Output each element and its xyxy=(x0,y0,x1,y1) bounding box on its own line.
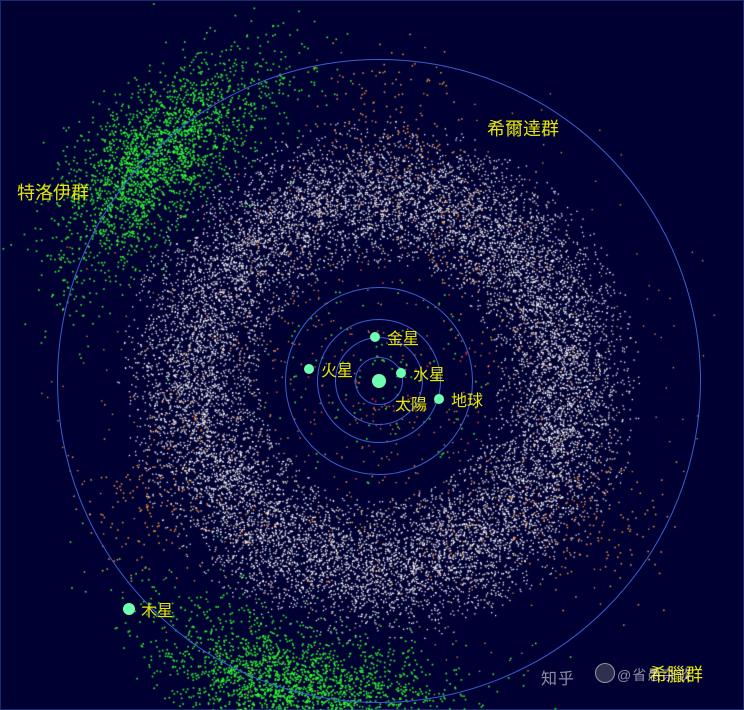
venus-dot xyxy=(370,332,380,342)
wechat-icon xyxy=(595,663,615,683)
solar-system-diagram: 太陽水星金星地球火星木星特洛伊群希爾達群希臘群知乎@省愚杂谈 xyxy=(0,0,744,710)
earth-dot xyxy=(434,394,444,404)
watermark-zhihu: 知乎 xyxy=(541,665,575,689)
jupiter-dot xyxy=(123,603,135,615)
sun-dot xyxy=(372,374,386,388)
mercury-dot xyxy=(396,368,406,378)
asteroid-canvas xyxy=(1,1,744,710)
mars-dot xyxy=(304,364,314,374)
watermark-wechat: @省愚杂谈 xyxy=(617,665,692,685)
